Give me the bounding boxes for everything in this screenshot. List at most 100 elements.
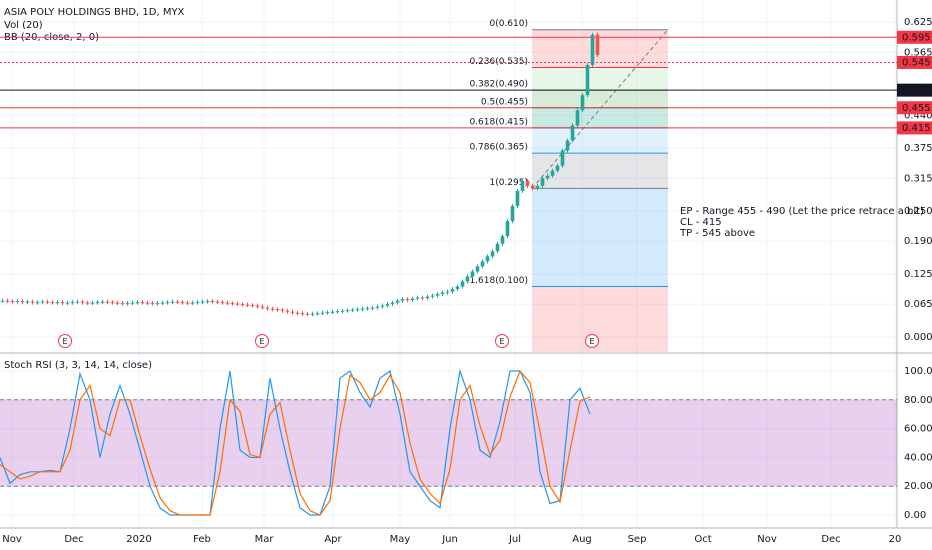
x-tick-label: May bbox=[390, 534, 411, 545]
annotation: EP - Range 455 - 490 (Let the price retr… bbox=[680, 206, 924, 217]
candle-body bbox=[165, 302, 170, 304]
y-tick-label: 0.000 bbox=[904, 332, 932, 343]
earnings-marker bbox=[495, 334, 509, 348]
fib-zone bbox=[532, 286, 668, 352]
y-tick-label: 40.00 bbox=[904, 452, 932, 463]
x-tick-label: Apr bbox=[324, 534, 342, 545]
candle-body bbox=[20, 301, 25, 303]
candle-body bbox=[335, 311, 340, 313]
candle-body bbox=[480, 261, 485, 267]
x-tick-label: Nov bbox=[2, 534, 22, 545]
x-tick-label: Dec bbox=[821, 534, 840, 545]
candle-body bbox=[410, 298, 415, 301]
candle-body bbox=[190, 302, 195, 304]
candle-body bbox=[155, 303, 160, 305]
earnings-marker bbox=[585, 334, 599, 348]
earnings-label: E bbox=[589, 337, 594, 346]
fib-zone bbox=[532, 29, 668, 68]
candle-body bbox=[540, 178, 545, 186]
candle-body bbox=[440, 292, 445, 295]
candle-body bbox=[310, 313, 315, 315]
candle-body bbox=[580, 95, 585, 111]
candle-body bbox=[45, 301, 50, 303]
candle-body bbox=[555, 165, 560, 171]
price-label: 0.455 bbox=[902, 103, 931, 114]
x-tick-label: 20 bbox=[889, 534, 902, 545]
candle-body bbox=[55, 302, 60, 304]
fib-zone bbox=[532, 127, 668, 154]
earnings-label: E bbox=[259, 337, 264, 346]
price-label: 0.415 bbox=[902, 123, 931, 134]
candle-body bbox=[505, 221, 510, 237]
y-tick-label: 0.375 bbox=[904, 143, 932, 154]
y-tick-label: 0.125 bbox=[904, 269, 932, 280]
candle-body bbox=[80, 301, 85, 303]
rsi-line bbox=[0, 369, 591, 516]
candle-body bbox=[465, 276, 470, 282]
earnings-label: E bbox=[62, 337, 67, 346]
y-tick-label: 0.625 bbox=[904, 17, 932, 28]
candle-body bbox=[0, 300, 5, 302]
candle-body bbox=[105, 301, 110, 303]
candle-body bbox=[10, 301, 15, 303]
candle-body bbox=[240, 304, 245, 306]
rsi-title: Stoch RSI (3, 3, 14, 14, close) bbox=[4, 360, 152, 371]
candle-body bbox=[355, 309, 360, 311]
candle-body bbox=[230, 303, 235, 305]
candle-body bbox=[125, 303, 130, 305]
y-tick-label: 0.565 bbox=[904, 47, 932, 58]
fib-label: 0.5(0.455) bbox=[481, 97, 528, 107]
fib-label: 1.618(0.100) bbox=[469, 276, 528, 286]
candle-body bbox=[585, 64, 590, 96]
earnings-marker bbox=[255, 334, 269, 348]
candle-body bbox=[75, 301, 80, 303]
candle-body bbox=[150, 303, 155, 305]
candle-body bbox=[140, 302, 145, 304]
price-label-bg bbox=[897, 83, 932, 97]
candle-body bbox=[315, 313, 320, 315]
x-tick-label: Dec bbox=[64, 534, 83, 545]
fib-label: 0.786(0.365) bbox=[469, 143, 528, 153]
candle-body bbox=[50, 302, 55, 304]
candle-body bbox=[225, 302, 230, 304]
fib-zone bbox=[532, 90, 668, 108]
x-tick-label: Nov bbox=[757, 534, 777, 545]
candle-body bbox=[320, 312, 325, 314]
candle-body bbox=[445, 291, 450, 293]
candle-body bbox=[515, 190, 520, 206]
candle-body bbox=[570, 125, 575, 141]
candle-body bbox=[65, 302, 70, 304]
candle-body bbox=[160, 302, 165, 304]
candle-body bbox=[510, 205, 515, 222]
candle-body bbox=[330, 311, 335, 313]
candle-body bbox=[5, 300, 10, 302]
candle-body bbox=[400, 299, 405, 301]
candle-body bbox=[285, 310, 290, 312]
candle-body bbox=[265, 307, 270, 309]
candle-body bbox=[525, 180, 530, 186]
candle-body bbox=[380, 305, 385, 307]
candle-body bbox=[275, 309, 280, 311]
price-label-bg bbox=[897, 121, 932, 135]
candle-body bbox=[115, 302, 120, 304]
fib-label: 0.382(0.490) bbox=[469, 80, 528, 90]
candle-body bbox=[70, 302, 75, 304]
candle-body bbox=[25, 301, 30, 303]
x-tick-label: 2020 bbox=[126, 534, 151, 545]
candle-body bbox=[15, 301, 20, 303]
candle-body bbox=[425, 296, 430, 299]
chart-title: ASIA POLY HOLDINGS BHD, 1D, MYX bbox=[4, 7, 185, 18]
x-tick-label: Feb bbox=[193, 534, 211, 545]
x-tick-label: Aug bbox=[572, 534, 592, 545]
y-tick-label: 0.315 bbox=[904, 173, 932, 184]
candle-body bbox=[120, 303, 125, 305]
y-tick-label: 0.440 bbox=[904, 110, 932, 121]
candle-body bbox=[390, 302, 395, 305]
fib-zone bbox=[532, 188, 668, 287]
candle-body bbox=[550, 170, 555, 176]
candle-body bbox=[300, 313, 305, 315]
candle-body bbox=[195, 302, 200, 304]
candle-body bbox=[520, 180, 525, 191]
candle-body bbox=[250, 305, 255, 307]
fib-zone bbox=[532, 67, 668, 91]
